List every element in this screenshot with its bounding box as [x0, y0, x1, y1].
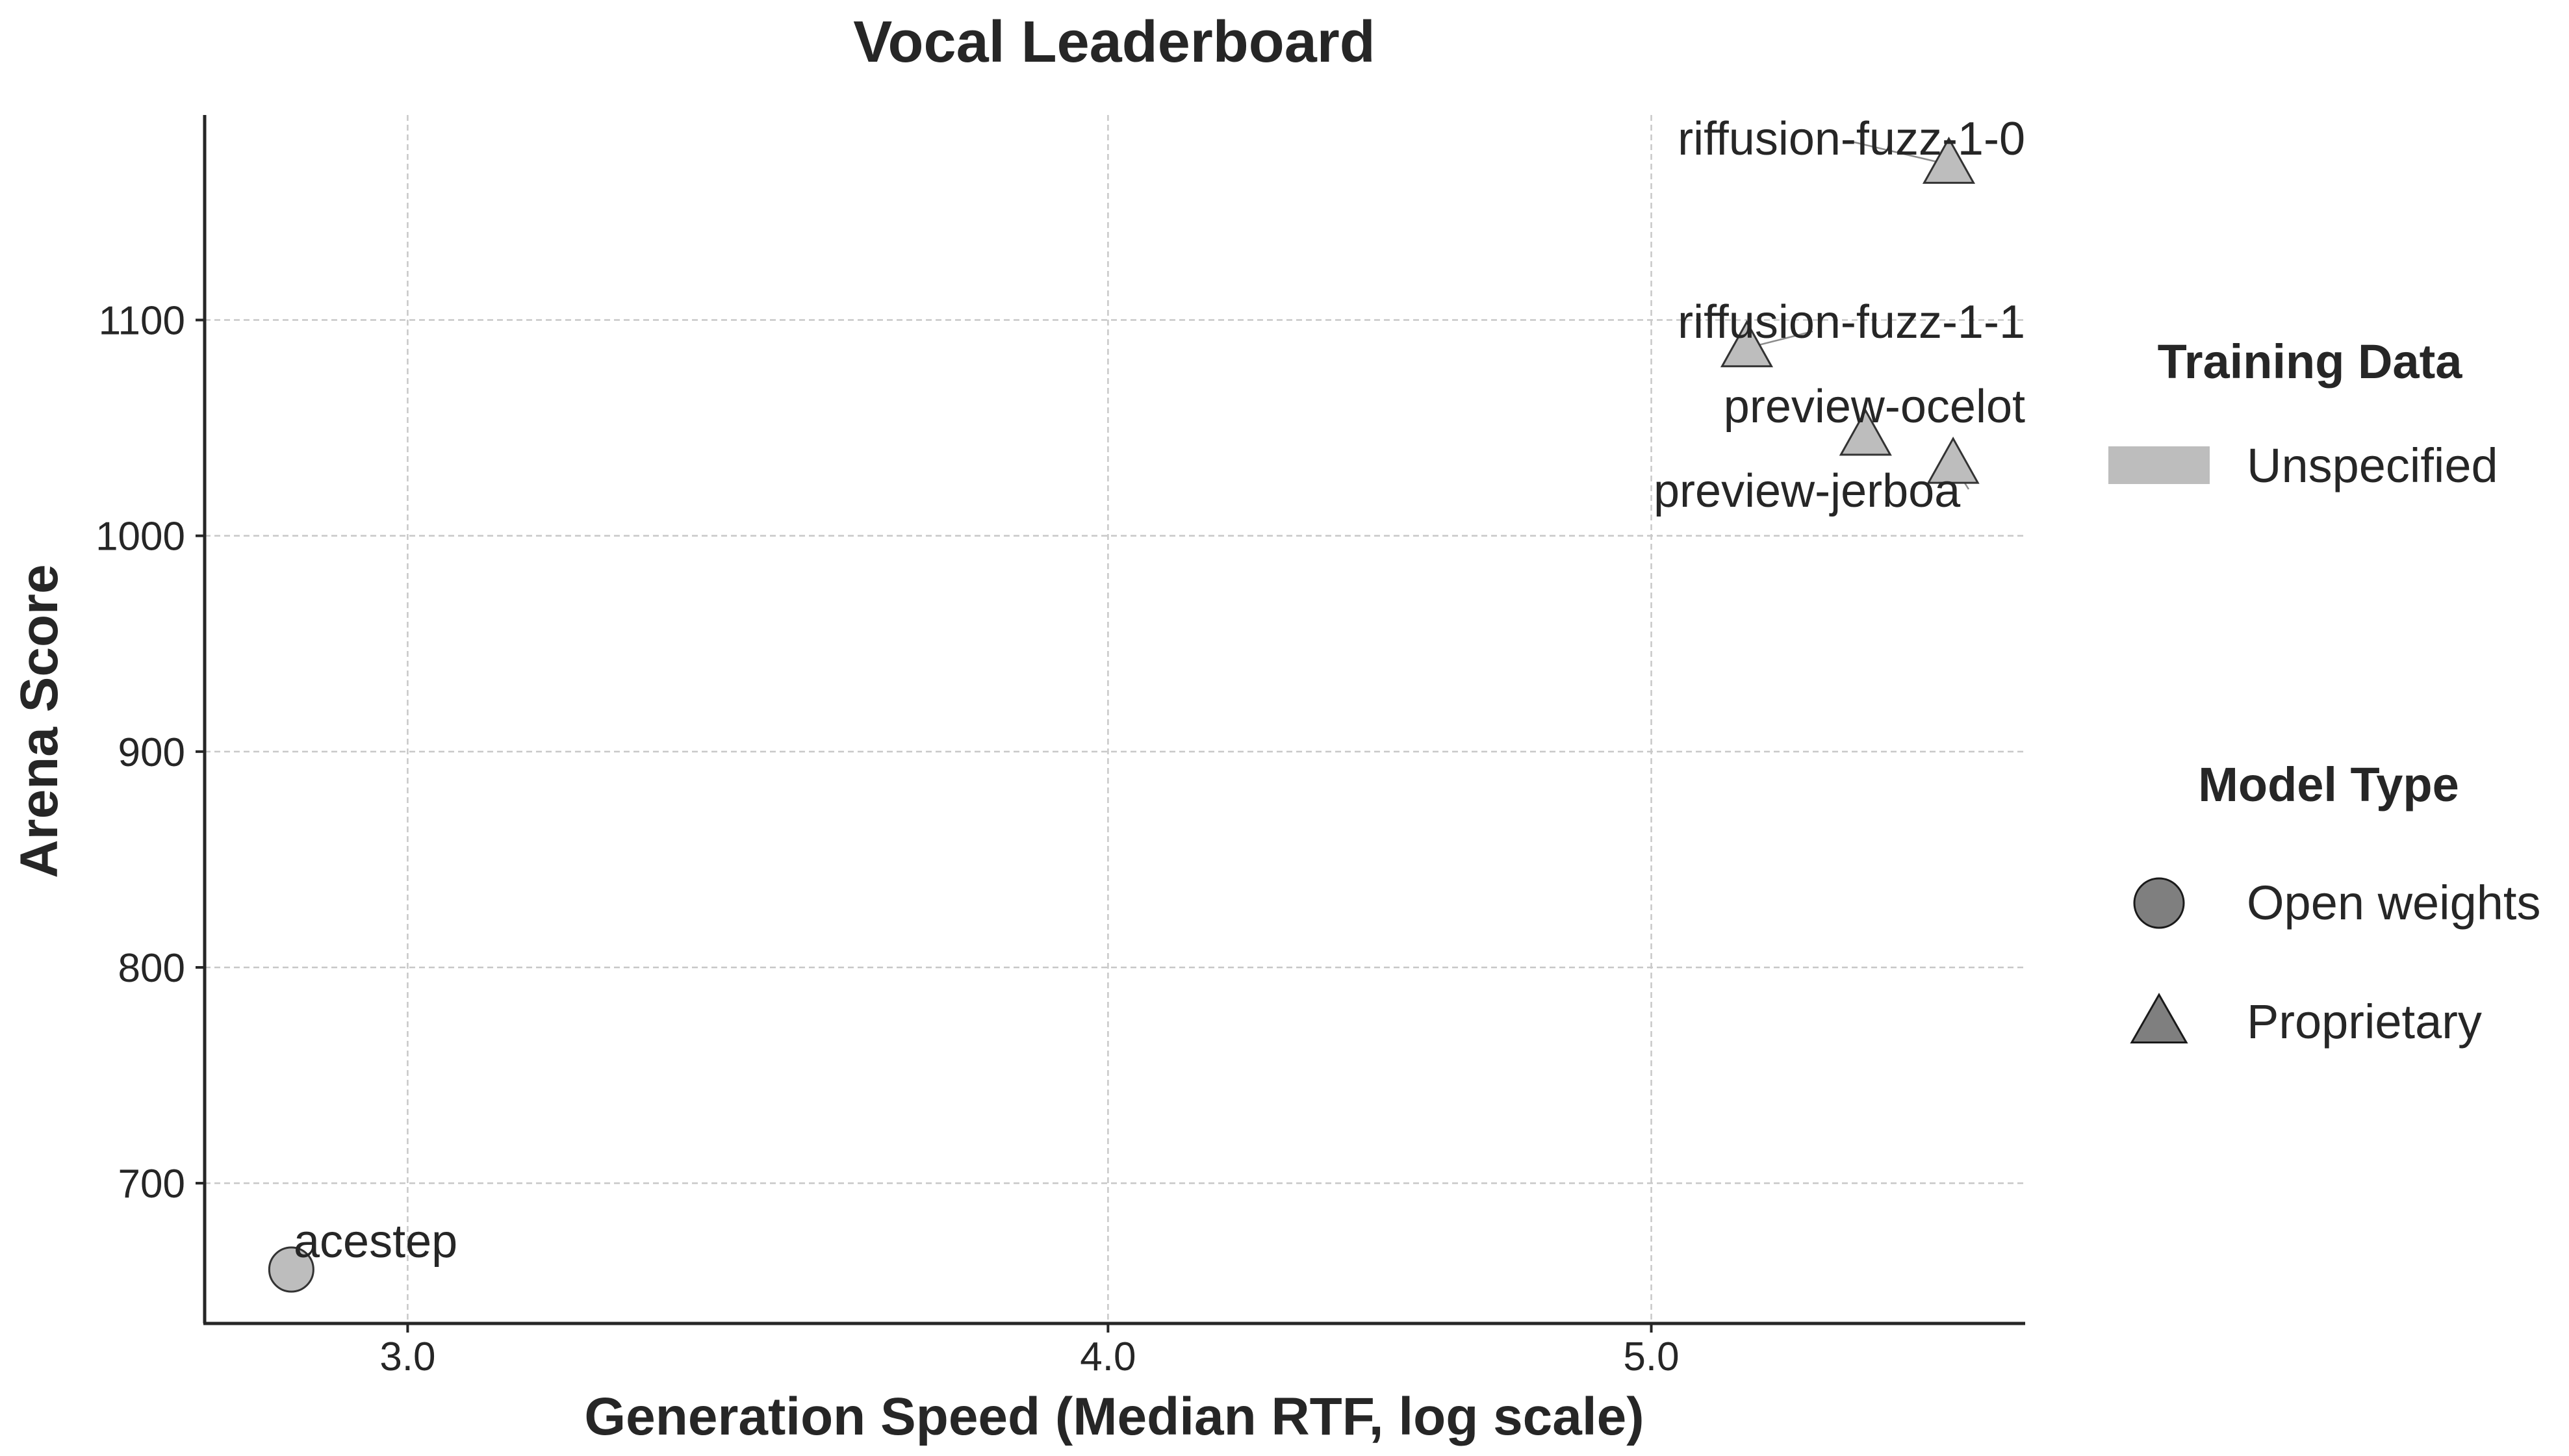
legend-title-model-type: Model Type — [2198, 758, 2459, 811]
legend-marker-circle — [2133, 877, 2185, 929]
legend-title-training-data: Training Data — [2158, 335, 2463, 389]
chart-title: Vocal Leaderboard — [853, 10, 1375, 75]
legend-label: Proprietary — [2247, 995, 2482, 1049]
point-label: riffusion-fuzz-1-1 — [1678, 296, 2025, 348]
legend-label: Open weights — [2247, 876, 2541, 930]
y-axis-label: Arena Score — [10, 564, 69, 878]
point-label: acestep — [294, 1216, 457, 1268]
legend-marker-triangle — [2130, 992, 2188, 1043]
point-label: preview-jerboa — [1654, 465, 1961, 517]
x-axis-label: Generation Speed (Median RTF, log scale) — [584, 1387, 1644, 1446]
axes-spines — [203, 115, 2025, 1325]
x-tick-label: 3.0 — [379, 1335, 435, 1379]
y-tick-label: 1000 — [96, 515, 185, 559]
point-open-weights — [268, 1246, 314, 1293]
label-leader-line — [1851, 140, 1949, 166]
point-proprietary — [1839, 408, 1892, 456]
x-tick-label: 5.0 — [1623, 1335, 1679, 1379]
point-proprietary — [1926, 436, 1980, 484]
point-proprietary — [1922, 136, 1976, 184]
grid — [205, 115, 2025, 1323]
point-labels: riffusion-fuzz-1-0 riffusion-fuzz-1-1 prev… — [294, 113, 2025, 1268]
y-tick-label: 900 — [118, 730, 185, 775]
point-proprietary — [1720, 320, 1774, 368]
point-label: preview-ocelot — [1724, 381, 2025, 433]
x-tick-label: 4.0 — [1080, 1335, 1136, 1379]
y-tick-label: 700 — [118, 1162, 185, 1207]
data-points — [268, 136, 1980, 1293]
legend-patch-unspecified — [2108, 446, 2210, 484]
point-label: riffusion-fuzz-1-0 — [1678, 113, 2025, 165]
axis-ticks: 3.0 4.0 5.0 700 800 900 1000 1100 — [96, 299, 1680, 1379]
legend: Training Data Unspecified Model Type Open w… — [2108, 335, 2541, 1049]
y-tick-label: 800 — [118, 946, 185, 991]
legend-label: Unspecified — [2247, 439, 2498, 492]
y-tick-label: 1100 — [99, 299, 185, 344]
